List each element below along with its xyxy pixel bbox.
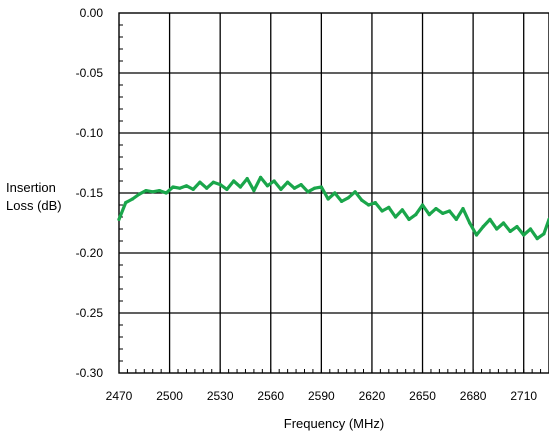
data-point xyxy=(265,184,269,188)
data-point xyxy=(184,184,189,188)
data-point xyxy=(535,237,539,241)
data-point xyxy=(279,187,283,191)
data-point xyxy=(238,185,242,189)
data-point xyxy=(441,211,445,215)
data-point xyxy=(414,213,418,217)
data-point xyxy=(259,175,263,179)
x-tick-label: 2620 xyxy=(359,389,386,403)
data-point xyxy=(400,208,404,212)
x-tick-label: 2710 xyxy=(510,389,537,403)
x-tick-label: 2590 xyxy=(308,389,335,403)
data-point xyxy=(319,185,323,189)
data-point xyxy=(508,229,512,233)
data-point xyxy=(313,186,317,190)
x-tick-label: 2500 xyxy=(156,389,183,403)
data-point xyxy=(232,179,236,183)
data-point xyxy=(346,196,350,200)
data-point xyxy=(191,187,195,191)
y-tick-labels: 0.00 -0.05 -0.10 -0.15 -0.20 -0.25 -0.30 xyxy=(76,6,104,380)
y-tick-label: -0.20 xyxy=(76,246,104,260)
data-point xyxy=(151,190,155,194)
x-tick-label: 2470 xyxy=(106,389,133,403)
plot-frame xyxy=(118,12,549,374)
data-point xyxy=(501,221,506,225)
data-point xyxy=(205,186,209,190)
data-point xyxy=(447,209,452,213)
data-point xyxy=(144,189,148,193)
data-point xyxy=(367,203,371,207)
x-tick-labels: 2470 2500 2530 2560 2590 2620 2650 2680 2710 xyxy=(106,389,538,403)
data-point xyxy=(387,205,391,209)
data-point xyxy=(286,180,290,184)
data-point xyxy=(178,186,182,190)
data-point xyxy=(360,198,364,202)
data-point xyxy=(137,192,141,196)
data-point xyxy=(407,217,411,221)
data-point xyxy=(130,197,135,201)
data-point xyxy=(434,207,438,211)
data-point xyxy=(218,183,222,187)
series-group xyxy=(117,175,549,241)
y-tick-label: -0.30 xyxy=(76,366,104,380)
data-point xyxy=(225,187,229,191)
data-point xyxy=(272,179,276,183)
data-point xyxy=(380,209,384,213)
data-point xyxy=(420,203,425,207)
data-point xyxy=(495,227,499,231)
data-point xyxy=(340,199,344,203)
data-point xyxy=(292,186,296,190)
data-point xyxy=(481,225,485,229)
data-point xyxy=(353,190,357,194)
data-point xyxy=(427,213,431,217)
data-point xyxy=(164,191,168,195)
data-point xyxy=(454,217,458,221)
y-tick-label: -0.15 xyxy=(76,186,104,200)
y-axis-label-line-2: Loss (dB) xyxy=(6,198,62,213)
data-point xyxy=(333,191,337,195)
data-point xyxy=(299,183,303,187)
data-point xyxy=(474,233,479,237)
data-point xyxy=(171,185,175,189)
data-point xyxy=(245,177,249,181)
data-point xyxy=(528,227,533,231)
data-point xyxy=(393,215,398,219)
x-tick-label: 2560 xyxy=(257,389,284,403)
data-point xyxy=(373,201,377,205)
data-point xyxy=(461,207,465,211)
y-tick-label: -0.05 xyxy=(76,66,104,80)
data-point xyxy=(306,190,310,194)
data-point xyxy=(542,232,546,236)
y-axis-label-line-1: Insertion xyxy=(6,180,56,195)
x-tick-label: 2680 xyxy=(460,389,487,403)
data-point xyxy=(468,221,472,225)
data-point xyxy=(515,225,519,229)
grid-lines xyxy=(119,13,549,373)
x-tick-label: 2650 xyxy=(409,389,436,403)
y-tick-label: -0.25 xyxy=(76,306,104,320)
data-point xyxy=(211,180,215,184)
data-point xyxy=(252,189,256,193)
y-tick-label: -0.10 xyxy=(76,126,104,140)
x-axis-label: Frequency (MHz) xyxy=(284,416,384,431)
data-point xyxy=(488,217,492,221)
y-tick-label: 0.00 xyxy=(80,6,104,20)
data-point xyxy=(124,201,128,205)
data-point xyxy=(522,233,526,237)
series-line xyxy=(117,175,549,241)
data-point xyxy=(326,197,330,201)
data-point xyxy=(117,217,121,221)
x-tick-label: 2530 xyxy=(207,389,234,403)
data-point xyxy=(157,189,162,193)
data-point xyxy=(198,180,202,184)
